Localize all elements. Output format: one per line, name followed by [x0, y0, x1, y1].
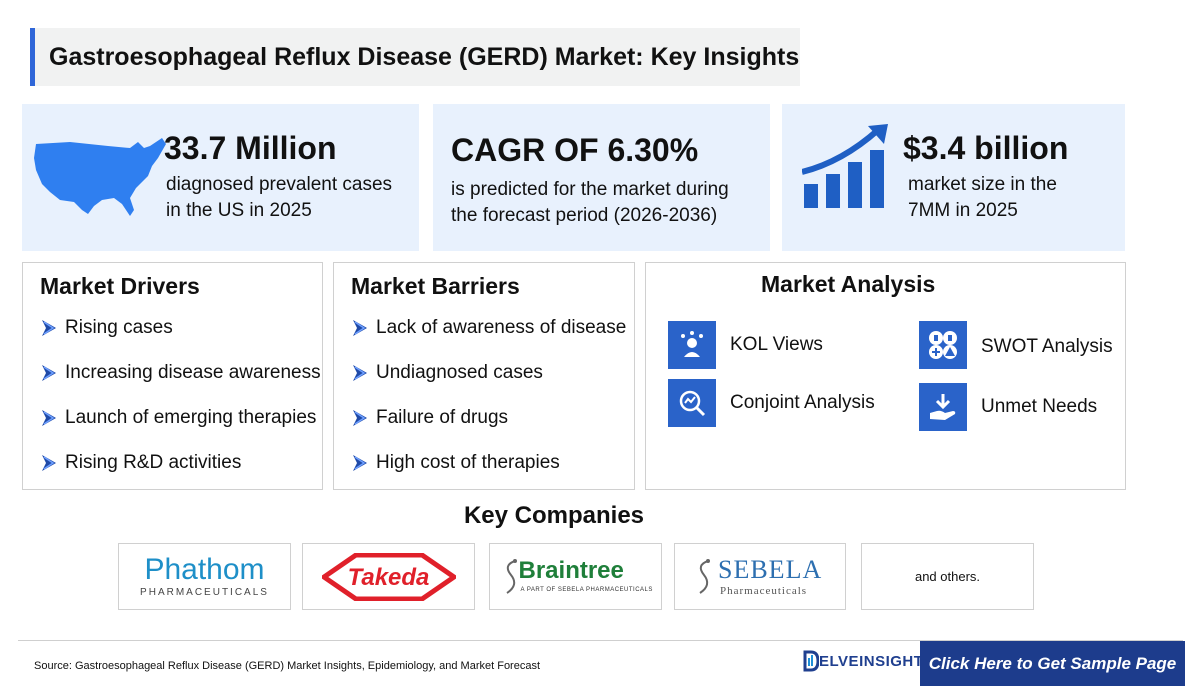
chevron-right-icon — [42, 410, 56, 426]
stat-value-prevalence: 33.7 Million — [164, 130, 337, 166]
logo-takeda: Takeda — [302, 543, 475, 610]
analysis-item-unmet-needs: Unmet Needs — [919, 383, 1097, 431]
driver-item: Increasing disease awareness — [39, 362, 321, 384]
driver-item-label: Increasing disease awareness — [65, 362, 321, 383]
source-text: Source: Gastroesophageal Reflux Disease … — [34, 660, 541, 672]
phathom-logo-sub: PHARMACEUTICALS — [140, 587, 269, 598]
driver-item: Rising cases — [39, 317, 173, 339]
page-title: Gastroesophageal Reflux Disease (GERD) M… — [49, 42, 800, 71]
logo-others: and others. — [861, 543, 1034, 610]
delveinsight-logo-text: ELVEINSIGHT — [819, 652, 924, 670]
chevron-right-icon — [353, 365, 367, 381]
chevron-right-icon — [42, 365, 56, 381]
analysis-item-label: SWOT Analysis — [981, 336, 1113, 357]
stat-value-cagr: CAGR OF 6.30% — [451, 132, 699, 168]
barrier-item: High cost of therapies — [350, 452, 560, 474]
stat-desc-prevalence-line2: in the US in 2025 — [166, 200, 312, 221]
stat-card-market-size: $3.4 billion market size in the 7MM in 2… — [782, 104, 1125, 251]
sebela-logo-name: SEBELA — [718, 554, 823, 584]
market-analysis-title: Market Analysis — [761, 271, 936, 297]
market-barriers-panel: Market Barriers Lack of awareness of dis… — [333, 262, 635, 490]
market-drivers-panel: Market Drivers Rising cases Increasing d… — [22, 262, 323, 490]
growth-chart-icon — [802, 124, 888, 208]
analysis-item-kol-views: KOL Views — [668, 321, 823, 369]
swot-icon — [919, 321, 967, 369]
kol-views-icon — [668, 321, 716, 369]
delveinsight-logo-mark — [803, 650, 819, 672]
logo-braintree: Braintree A PART OF SEBELA PHARMACEUTICA… — [489, 543, 662, 610]
stat-desc-market-size-line2: 7MM in 2025 — [908, 200, 1018, 221]
footer-divider — [18, 640, 1183, 641]
driver-item: Rising R&D activities — [39, 452, 241, 474]
title-bar: Gastroesophageal Reflux Disease (GERD) M… — [30, 28, 800, 86]
barrier-item: Failure of drugs — [350, 407, 508, 429]
braintree-swirl-icon — [505, 558, 517, 594]
chevron-right-icon — [353, 455, 367, 471]
stat-desc-cagr-line2: the forecast period (2026-2036) — [451, 205, 718, 226]
takeda-logo-name: Takeda — [347, 563, 430, 591]
driver-item-label: Launch of emerging therapies — [65, 407, 317, 428]
delveinsight-logo: ELVEINSIGHT — [803, 650, 923, 672]
unmet-needs-icon — [919, 383, 967, 431]
sebela-logo-sub: Pharmaceuticals — [720, 584, 808, 597]
barrier-item: Undiagnosed cases — [350, 362, 543, 384]
us-map-icon — [34, 138, 166, 216]
barrier-item-label: Failure of drugs — [376, 407, 509, 428]
braintree-logo-sub: A PART OF SEBELA PHARMACEUTICALS — [520, 586, 653, 593]
chevron-right-icon — [353, 320, 367, 336]
market-analysis-panel: Market Analysis KOL Views SWOT Analysis … — [645, 262, 1126, 490]
logo-sebela: SEBELA Pharmaceuticals — [674, 543, 846, 610]
barrier-item-label: Lack of awareness of disease — [376, 317, 627, 338]
analysis-item-conjoint: Conjoint Analysis — [668, 379, 875, 427]
stat-card-cagr: CAGR OF 6.30% is predicted for the marke… — [433, 104, 770, 251]
braintree-logo-name: Braintree — [518, 556, 624, 584]
chevron-right-icon — [353, 410, 367, 426]
barrier-item-label: Undiagnosed cases — [376, 362, 543, 383]
conjoint-analysis-icon — [668, 379, 716, 427]
driver-item-label: Rising R&D activities — [65, 452, 242, 473]
stat-desc-prevalence-line1: diagnosed prevalent cases — [166, 174, 393, 195]
others-label: and others. — [914, 569, 981, 584]
analysis-item-swot: SWOT Analysis — [919, 321, 1113, 369]
chevron-right-icon — [42, 455, 56, 471]
stat-desc-market-size-line1: market size in the — [908, 174, 1057, 195]
stat-desc-cagr-line1: is predicted for the market during — [451, 179, 729, 200]
analysis-item-label: Conjoint Analysis — [730, 392, 875, 413]
analysis-item-label: Unmet Needs — [981, 396, 1098, 417]
chevron-right-icon — [42, 320, 56, 336]
driver-item: Launch of emerging therapies — [39, 407, 316, 429]
barrier-item: Lack of awareness of disease — [350, 317, 626, 339]
market-drivers-title: Market Drivers — [40, 273, 200, 299]
barrier-item-label: High cost of therapies — [376, 452, 560, 473]
get-sample-page-button[interactable]: Click Here to Get Sample Page — [920, 641, 1185, 686]
logo-phathom: Phathom PHARMACEUTICALS — [118, 543, 291, 610]
key-companies-title: Key Companies — [463, 502, 645, 529]
driver-item-label: Rising cases — [65, 317, 173, 338]
stat-value-market-size: $3.4 billion — [903, 130, 1069, 166]
analysis-item-label: KOL Views — [730, 334, 823, 355]
sebela-swirl-icon — [699, 558, 710, 594]
phathom-logo-name: Phathom — [144, 553, 265, 586]
stat-card-prevalence: 33.7 Million diagnosed prevalent cases i… — [22, 104, 419, 251]
takeda-logo-shape — [321, 552, 456, 601]
market-barriers-title: Market Barriers — [351, 273, 520, 299]
